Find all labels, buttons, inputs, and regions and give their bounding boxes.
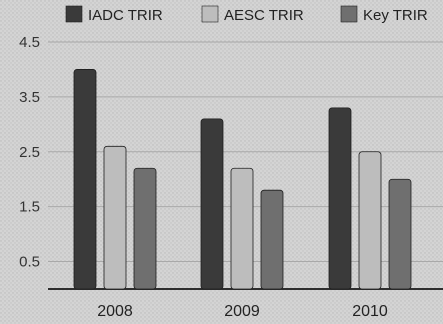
legend-label: AESC TRIR: [224, 7, 304, 24]
x-tick-label: 2010: [352, 303, 388, 320]
bar-iadc-trir-2010: [328, 107, 352, 290]
legend: IADC TRIR AESC TRIR Key TRIR: [65, 5, 428, 24]
legend-swatch: [201, 5, 219, 23]
legend-swatch: [65, 5, 83, 23]
legend-label: Key TRIR: [363, 7, 428, 24]
bar-key-trir-2008: [133, 167, 157, 290]
x-tick-label: 2008: [97, 303, 133, 320]
bars-group: [73, 69, 412, 290]
legend-label: IADC TRIR: [88, 7, 163, 24]
bar-iadc-trir-2008: [73, 69, 97, 290]
bar-aesc-trir-2008: [103, 145, 127, 290]
bar-iadc-trir-2009: [200, 118, 224, 290]
x-tick-labels: 2008 2009 2010: [97, 303, 388, 320]
y-tick-label: 0.5: [19, 254, 40, 271]
bar-key-trir-2010: [388, 178, 412, 290]
x-tick-label: 2009: [224, 303, 260, 320]
legend-swatch: [340, 5, 358, 23]
bar-key-trir-2009: [260, 189, 284, 290]
bar-aesc-trir-2010: [358, 151, 382, 290]
y-tick-labels: 0.5 1.5 2.5 3.5 4.5: [19, 34, 40, 271]
y-tick-label: 2.5: [19, 144, 40, 161]
y-tick-label: 4.5: [19, 34, 40, 51]
y-tick-label: 3.5: [19, 89, 40, 106]
y-tick-label: 1.5: [19, 199, 40, 216]
bar-aesc-trir-2009: [230, 167, 254, 290]
